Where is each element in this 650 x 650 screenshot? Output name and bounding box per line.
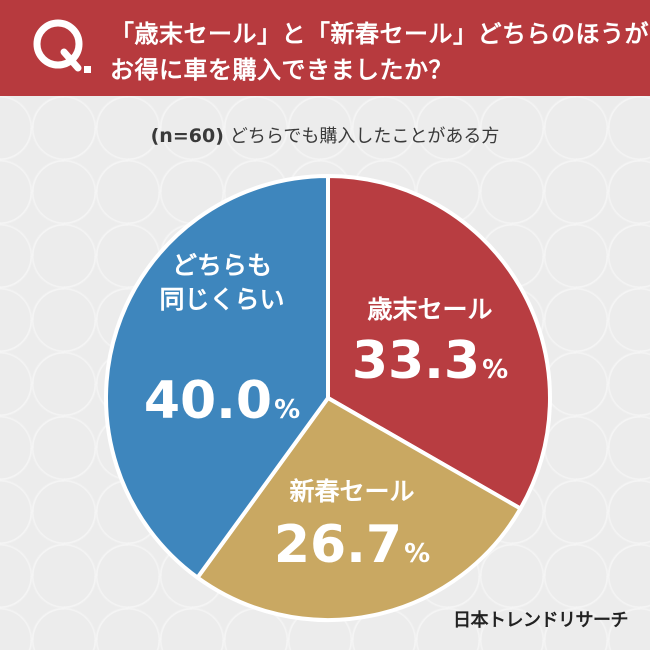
pie-slice-2	[195, 396, 523, 622]
slice-value-3: 40.0%	[144, 371, 300, 431]
chart-subtitle: (n=60) どちらでも購入したことがある方	[0, 122, 650, 148]
slice-value-1: 33.3%	[352, 331, 508, 391]
question-line-2: お得に車を購入できましたか？	[110, 56, 453, 84]
question-line-1: 「歳末セール」と「新春セール」どちらのほうが	[110, 20, 649, 48]
slice-label-3-line-1: どちらも	[172, 251, 272, 280]
slice-label-1-line-1: 歳末セール	[367, 295, 492, 324]
slice-label-3-line-2: 同じくらい	[159, 285, 284, 314]
pie-slice-1	[326, 174, 552, 511]
pie-slice-3	[104, 174, 330, 580]
respondent-description: どちらでも購入したことがある方	[229, 126, 500, 147]
question-banner: 「歳末セール」と「新春セール」どちらのほうが お得に車を購入できましたか？	[0, 0, 650, 96]
slice-label-2-line-1: 新春セール	[289, 477, 414, 506]
q-letter-icon	[33, 19, 91, 73]
sample-size: (n=60)	[150, 125, 224, 147]
brand-logo: 日本トレンドリサーチ	[453, 610, 629, 631]
slice-value-2: 26.7%	[274, 515, 430, 575]
